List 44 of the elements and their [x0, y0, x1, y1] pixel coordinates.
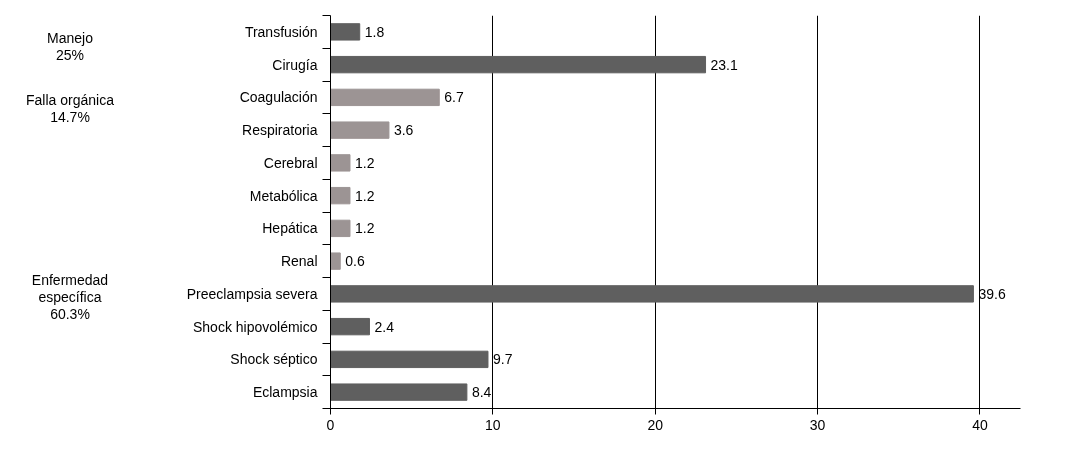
data-label: 8.4: [471, 384, 492, 401]
y-tick-label: Coagulación: [239, 89, 318, 106]
data-label: 1.2: [354, 220, 375, 237]
bar: [330, 317, 370, 336]
bar: [330, 55, 707, 74]
bar: [330, 154, 351, 172]
text: Manejo 25%: [46, 30, 94, 64]
bar: [330, 186, 351, 205]
x-tick-label: 0: [326, 416, 335, 433]
data-label: 39.6: [978, 285, 1006, 302]
y-tick-label: Respiratoria: [242, 122, 318, 139]
y-tick-label: Transfusión: [244, 23, 318, 40]
bar: [330, 350, 489, 369]
y-tick-label: Cerebral: [263, 154, 318, 171]
bar: [330, 88, 440, 107]
y-tick-label: Shock hipovolémico: [192, 318, 318, 335]
x-tick-label: 10: [485, 416, 501, 433]
data-label: 23.1: [710, 56, 738, 73]
text: Enfermedad específica 60.3%: [30, 272, 110, 323]
bar: [330, 383, 468, 401]
x-tick-label: 30: [809, 416, 826, 433]
data-label: 1.2: [354, 154, 375, 171]
y-tick-label: Eclampsia: [252, 384, 318, 401]
bar: [330, 219, 351, 238]
data-label: 3.6: [393, 122, 414, 139]
data-label: 0.6: [345, 253, 365, 270]
x-tick-label: 20: [647, 416, 664, 433]
bar: [330, 252, 341, 270]
data-label: 1.8: [364, 23, 385, 40]
y-tick-label: Cirugía: [272, 56, 318, 73]
y-tick-label: Preeclampsia severa: [186, 285, 318, 302]
bar: [330, 121, 390, 139]
y-tick-label: Metabólica: [249, 187, 318, 204]
bar: [330, 285, 974, 303]
x-tick-label: 40: [972, 416, 988, 433]
data-label: 2.4: [374, 318, 395, 335]
y-tick-label: Hepática: [262, 220, 318, 237]
text: Falla orgánica 14.7%: [25, 92, 115, 126]
data-label: 9.7: [492, 351, 513, 368]
y-tick-label: Shock séptico: [230, 351, 318, 368]
data-label: 6.7: [444, 89, 464, 106]
bar: [330, 23, 361, 41]
data-label: 1.2: [354, 187, 375, 204]
y-tick-label: Renal: [280, 253, 318, 270]
